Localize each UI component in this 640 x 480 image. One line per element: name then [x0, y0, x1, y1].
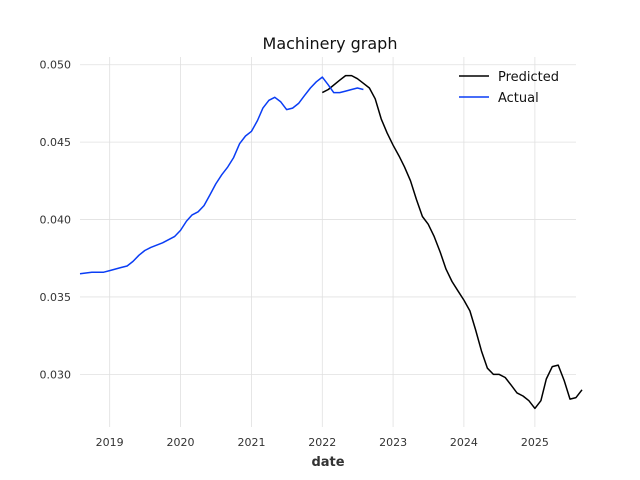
- x-tick-label: 2024: [450, 436, 478, 449]
- y-tick-label: 0.035: [40, 291, 72, 304]
- tick-labels: 2019 2020 2021 2022 2023 2024 2025 0.030 0.035 0.…: [40, 59, 549, 449]
- chart-title: Machinery graph: [263, 34, 398, 53]
- x-axis-title: date: [311, 455, 344, 470]
- y-tick-label: 0.045: [40, 136, 72, 149]
- x-tick-label: 2019: [96, 436, 124, 449]
- x-tick-label: 2025: [521, 436, 549, 449]
- y-tick-label: 0.030: [40, 368, 72, 381]
- gridlines: [80, 57, 576, 427]
- x-tick-label: 2022: [308, 436, 336, 449]
- x-tick-label: 2023: [379, 436, 407, 449]
- y-tick-label: 0.050: [40, 59, 72, 72]
- legend: Predicted Actual: [459, 70, 559, 106]
- series-layer: [79, 74, 583, 410]
- series-line-actual: [79, 76, 364, 275]
- x-tick-label: 2021: [237, 436, 265, 449]
- y-tick-label: 0.040: [40, 214, 72, 227]
- legend-label-actual: Actual: [498, 91, 539, 106]
- x-tick-label: 2020: [166, 436, 194, 449]
- legend-label-predicted: Predicted: [498, 70, 559, 85]
- series-line-predicted: [321, 74, 583, 410]
